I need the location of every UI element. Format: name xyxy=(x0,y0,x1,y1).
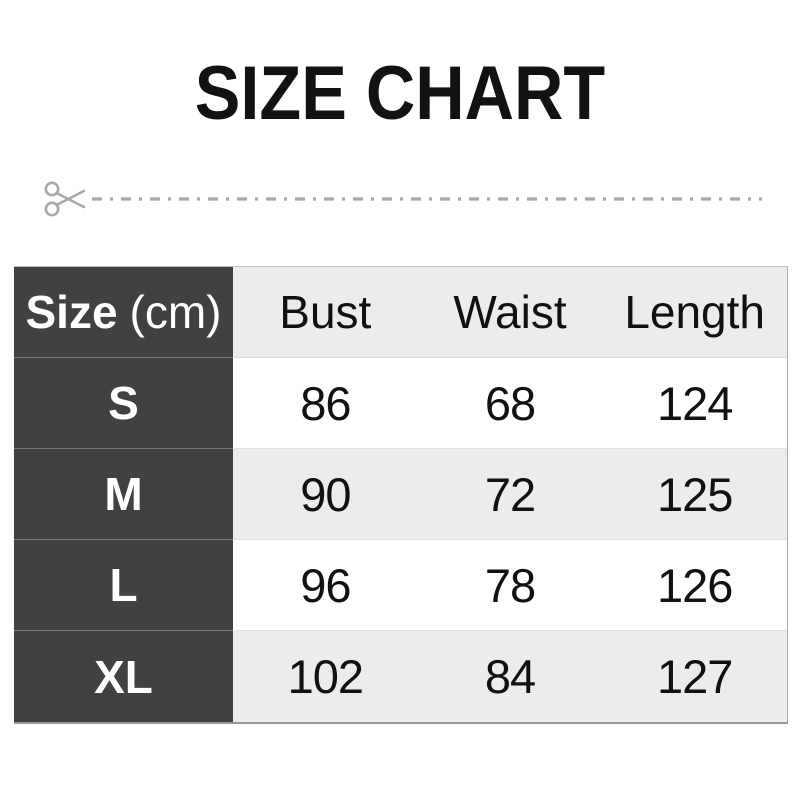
length-value-l: 126 xyxy=(602,540,787,631)
bust-value-s: 86 xyxy=(233,358,418,449)
cut-line-graphic xyxy=(44,181,762,217)
length-value-xl: 127 xyxy=(602,631,787,722)
waist-value-l: 78 xyxy=(417,540,603,631)
header-cell-bust: Bust xyxy=(233,267,418,358)
bust-value-m: 90 xyxy=(233,449,418,540)
header-cell-waist: Waist xyxy=(417,267,603,358)
scissors-icon xyxy=(44,181,86,217)
cut-line xyxy=(42,178,766,220)
size-cell-m: M xyxy=(14,449,233,540)
header-cell-length: Length xyxy=(602,267,787,358)
length-value-m: 125 xyxy=(602,449,787,540)
page-title: SIZE CHART xyxy=(194,51,606,136)
header-cell-size: Size (cm) xyxy=(14,267,233,358)
waist-value-m: 72 xyxy=(417,449,603,540)
waist-value-s: 68 xyxy=(417,358,603,449)
size-cell-xl: XL xyxy=(14,631,233,722)
length-value-s: 124 xyxy=(602,358,787,449)
unit-label: (cm) xyxy=(129,286,222,338)
size-cell-s: S xyxy=(14,358,233,449)
waist-value-xl: 84 xyxy=(417,631,603,722)
bust-value-xl: 102 xyxy=(233,631,418,722)
size-cell-l: L xyxy=(14,540,233,631)
bust-value-l: 96 xyxy=(233,540,418,631)
size-label: Size xyxy=(25,286,118,338)
size-chart-table: Size (cm) Bust Waist Length S 86 68 124 … xyxy=(14,266,788,724)
